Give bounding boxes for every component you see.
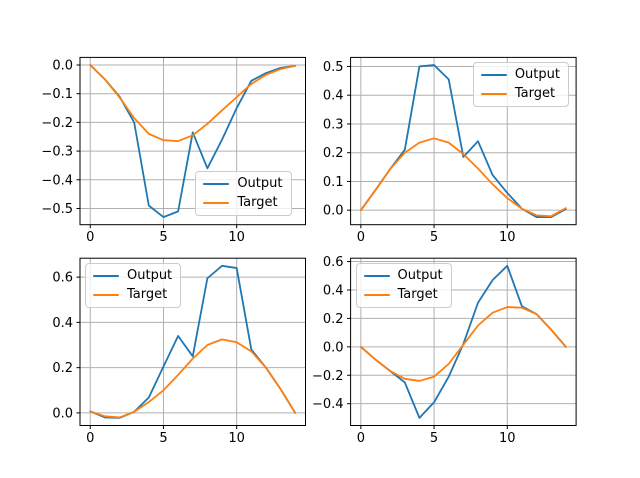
y-tick-label: 0.4 [52,316,73,331]
x-tick-label: 5 [159,230,167,245]
x-tick-label: 0 [357,431,365,446]
x-tick-label: 10 [228,230,245,245]
target-line [89,64,297,142]
x-tick-label: 0 [86,230,94,245]
target-line-swatch [93,294,119,296]
x-tick-label: 0 [357,230,365,245]
y-tick-label: −0.5 [41,202,73,217]
y-tick-label: 0.1 [323,175,344,190]
legend-bottom-right: Output Target [355,263,452,308]
y-tick-label: 0.6 [52,271,73,286]
target-line-swatch [480,93,507,95]
legend-entry-output: Output [203,175,283,192]
x-tick-label: 10 [228,431,245,446]
x-tick-label: 5 [430,230,438,245]
y-tick-label: 0.0 [323,204,344,219]
axes-spines [350,257,577,427]
y-tick-label: 0.3 [323,117,344,132]
axes-spines [350,56,577,226]
y-tick-label: 0.2 [323,146,344,161]
axes-spines [79,257,306,427]
legend-label-output: Output [514,67,560,82]
legend-label-target: Target [397,287,438,302]
y-tick-label: 0.4 [323,283,344,298]
y-tick-label: −0.2 [312,369,344,384]
y-tick-label: 0.2 [52,361,73,376]
legend-entry-target: Target [203,195,282,211]
y-tick-label: 0.6 [323,255,344,270]
y-tick-label: −0.4 [312,397,344,412]
legend-bottom-left: Output Target [85,263,182,308]
legend-top-left: Output Target [195,170,292,216]
target-line [359,306,567,382]
legend-label-output: Output [127,268,173,283]
x-tick-label: 5 [430,431,438,446]
legend-entry-output: Output [480,67,560,83]
y-tick-label: −0.1 [41,87,73,102]
x-tick-label: 0 [86,431,94,446]
y-tick-label: 0.4 [323,89,344,104]
y-tick-label: 0.2 [323,312,344,327]
x-tick-label: 5 [159,431,167,446]
target-line [359,137,567,218]
legend-label-target: Target [127,287,168,302]
target-line-swatch [363,294,390,296]
legend-entry-target: Target [480,86,560,102]
x-tick-label: 10 [499,230,516,245]
y-tick-label: 0.0 [52,59,73,74]
y-tick-label: −0.3 [41,145,73,160]
legend-label-target: Target [237,194,278,210]
target-line-swatch [203,201,230,204]
legend-label-output: Output [237,175,283,191]
output-line-swatch [363,275,390,277]
output-line-swatch [480,74,507,76]
output-line-swatch [203,182,230,185]
y-tick-label: 0.0 [52,406,73,421]
axes-spines [79,56,306,226]
y-tick-label: −0.4 [41,173,73,188]
output-line-swatch [93,275,119,277]
legend-entry-target: Target [93,287,172,303]
x-tick-label: 10 [499,431,516,446]
y-tick-label: 0.5 [323,60,344,75]
legend-label-output: Output [397,268,443,283]
y-tick-label: −0.2 [41,116,73,131]
legend-entry-target: Target [363,287,443,303]
target-line [89,338,297,419]
legend-entry-output: Output [93,268,172,284]
legend-entry-output: Output [363,268,443,284]
y-tick-label: 0.0 [323,340,344,355]
legend-top-right: Output Target [472,62,569,107]
legend-label-target: Target [514,86,556,101]
